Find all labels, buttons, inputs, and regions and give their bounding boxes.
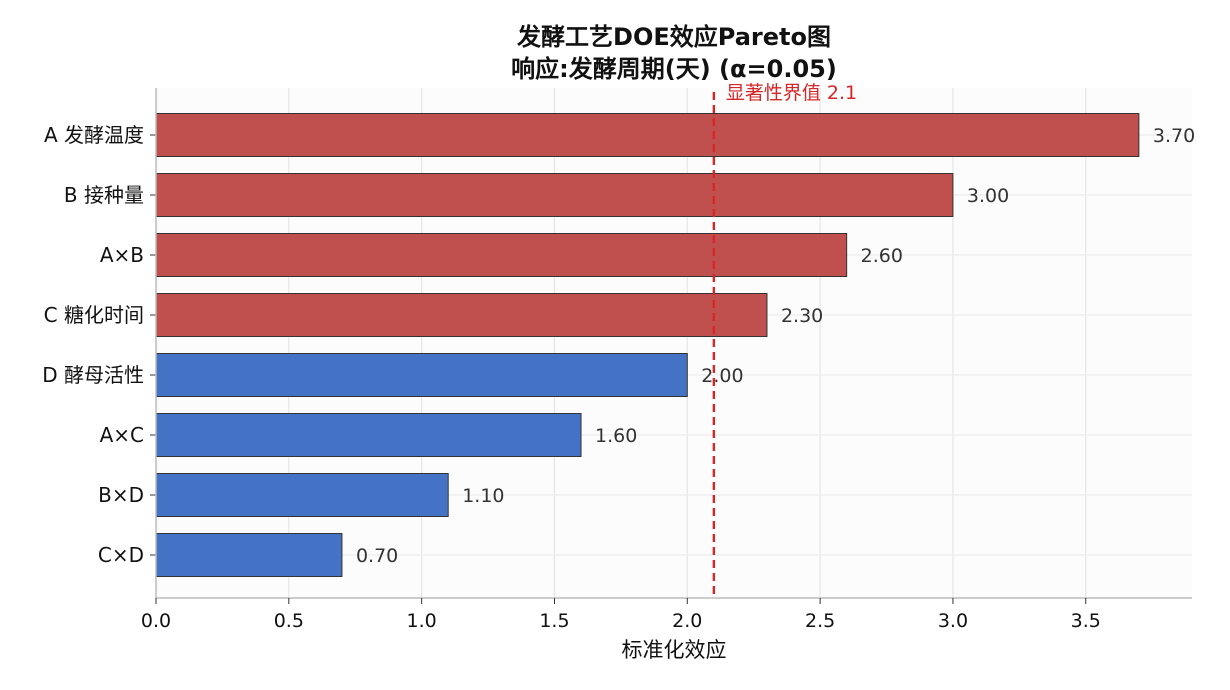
bars: 3.70 3.00 2.60 2.30 2.00 1.60 1.10 0.70 [155,113,1195,577]
category-label: B×D [98,483,144,507]
plot-area [156,88,1192,598]
x-tick-label: 0.5 [274,610,304,632]
x-tick-label: 3.0 [938,610,968,632]
bar-6 [155,413,582,457]
bar-value-label: 2.30 [781,305,823,327]
bar-3 [155,233,848,277]
category-label: A×B [100,243,144,267]
bar-5 [155,353,688,397]
bar-value-label: 2.00 [701,365,743,387]
x-tick-label: 2.5 [805,610,835,632]
threshold-label: 显著性界值 2.1 [726,82,857,104]
bar-value-label: 3.70 [1153,125,1195,147]
bar-8 [155,533,343,577]
bar-1 [155,113,1140,157]
chart-title: 发酵工艺DOE效应Pareto图 [516,23,831,51]
x-tick-label: 0.0 [141,610,171,632]
bar-value-label: 2.60 [861,245,903,267]
category-label: C×D [98,543,144,567]
x-tick-label: 2.0 [672,610,702,632]
x-axis-label: 标准化效应 [622,638,727,662]
bar-value-label: 3.00 [967,185,1009,207]
bar-4 [155,293,768,337]
bar-2 [155,173,954,217]
bar-value-label: 0.70 [356,545,398,567]
x-tick-label: 1.5 [539,610,569,632]
chart-subtitle: 响应:发酵周期(天) (α=0.05) [511,55,837,83]
threshold-group: 显著性界值 2.1 [712,82,857,598]
category-label: C 糖化时间 [44,303,144,327]
category-label: D 酵母活性 [42,363,144,387]
axes: A 发酵温度 B 接种量 A×B C 糖化时间 D 酵母活性 A×C B×D C×D 0.0 0.… [42,88,1192,632]
x-tick-label: 3.5 [1071,610,1101,632]
x-tick-label: 1.0 [407,610,437,632]
category-label: B 接种量 [64,183,144,207]
bar-value-label: 1.60 [595,425,637,447]
bar-value-label: 1.10 [462,485,504,507]
category-label: A×C [100,423,144,447]
category-label: A 发酵温度 [44,123,144,147]
bar-7 [155,473,449,517]
